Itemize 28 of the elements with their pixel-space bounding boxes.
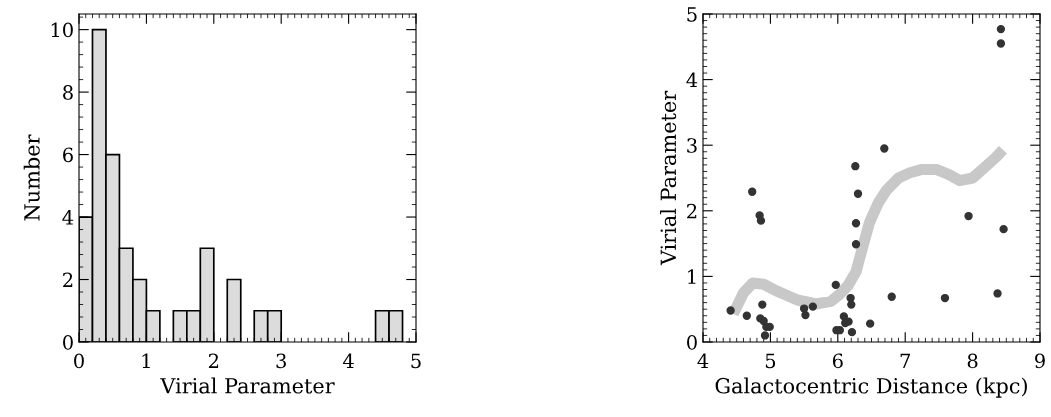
x-tick-label: 5 [765,353,776,369]
y-tick-label: 0 [687,334,697,350]
y-axis-title: Virial Parameter [660,90,677,266]
y-tick-label: 1 [688,269,696,284]
x-axis-title: Virial Parameter [160,377,335,394]
y-tick-label: 8 [63,85,73,100]
y-tick-label: 10 [51,22,73,38]
y-tick-label: 5 [687,7,697,22]
y-tick-label: 2 [63,272,73,287]
x-tick-label: 5 [411,353,421,369]
y-tick-label: 4 [62,210,74,225]
x-tick-label: 2 [208,353,219,368]
x-tick-label: 7 [900,353,910,368]
y-tick-label: 3 [687,138,697,153]
x-tick-label: 4 [343,353,354,368]
x-tick-label: 1 [142,353,150,368]
x-tick-label: 6 [832,353,843,369]
x-tick-label: 8 [967,353,978,369]
x-tick-label: 3 [276,353,286,369]
y-tick-label: 6 [63,147,73,163]
x-tick-label: 9 [1035,353,1045,369]
y-tick-label: 0 [63,334,73,350]
y-tick-label: 4 [686,72,698,87]
y-tick-label: 2 [687,203,697,219]
x-tick-label: 4 [697,353,709,368]
y-axis-title: Number [23,134,40,221]
x-axis-title: Galactocentric Distance (kpc) [715,377,1027,398]
x-tick-label: 0 [74,353,84,369]
